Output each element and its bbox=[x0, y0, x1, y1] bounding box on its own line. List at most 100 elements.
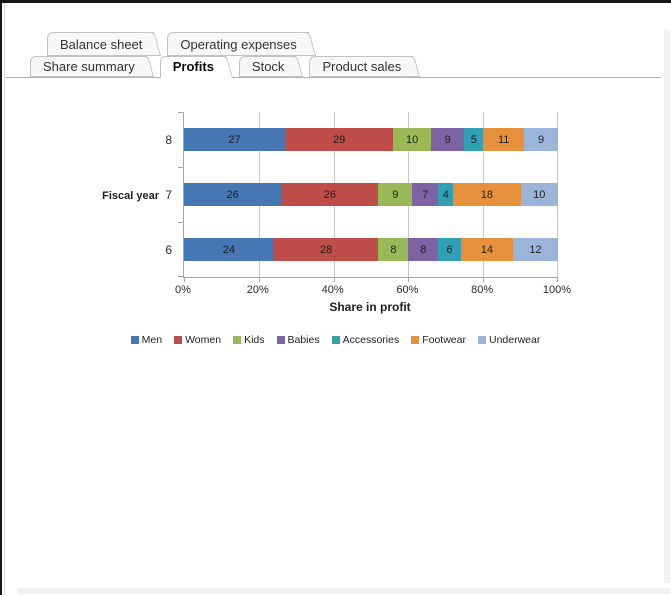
bar-value-label: 9 bbox=[538, 133, 545, 146]
vertical-scrollbar[interactable] bbox=[664, 30, 670, 583]
x-axis-tick bbox=[333, 278, 335, 282]
bar-segment-accessories: 5 bbox=[464, 128, 484, 151]
stacked-bar-row: 26 26 9 7 4 18 10 bbox=[184, 183, 558, 206]
x-axis-tick bbox=[258, 278, 260, 282]
bar-segment-women: 26 bbox=[281, 183, 379, 206]
y-axis-tick bbox=[178, 276, 183, 277]
bar-segment-underwear: 12 bbox=[513, 238, 558, 261]
bar-segment-men: 24 bbox=[184, 238, 274, 261]
legend-label: Footwear bbox=[422, 334, 466, 346]
y-axis-tick bbox=[178, 167, 183, 168]
bar-segment-men: 26 bbox=[184, 183, 282, 206]
bar-segment-underwear: 9 bbox=[524, 128, 558, 151]
tab-bar-underline bbox=[5, 77, 661, 78]
chart-legend: Men Women Kids Babies Accessories Footwear Und… bbox=[0, 334, 671, 346]
x-axis-tick-label: 60% bbox=[396, 284, 419, 296]
bar-segment-kids: 9 bbox=[378, 183, 413, 206]
tab-label: Share summary bbox=[43, 59, 135, 74]
legend-label: Accessories bbox=[342, 334, 400, 346]
bar-value-label: 12 bbox=[529, 243, 542, 256]
legend-item-men: Men bbox=[130, 334, 163, 346]
legend-item-accessories: Accessories bbox=[331, 334, 400, 346]
tab-product-sales[interactable]: Product sales bbox=[309, 56, 423, 77]
bar-value-label: 6 bbox=[446, 243, 453, 256]
window-left-border bbox=[0, 0, 2, 595]
bar-segment-babies: 9 bbox=[430, 128, 465, 151]
bar-segment-accessories: 6 bbox=[438, 238, 461, 261]
bar-value-label: 26 bbox=[226, 188, 239, 201]
bar-segment-footwear: 11 bbox=[483, 128, 525, 151]
legend-swatch bbox=[233, 336, 242, 344]
legend-label: Underwear bbox=[489, 334, 541, 346]
bar-value-label: 7 bbox=[422, 188, 429, 201]
bar-segment-accessories: 4 bbox=[438, 183, 454, 206]
tab-operating-expenses[interactable]: Operating expenses bbox=[167, 32, 318, 56]
tab-bar-primary: Share summary Profits Stock Product sales bbox=[30, 56, 426, 78]
bar-segment-babies: 8 bbox=[408, 238, 439, 261]
bar-value-label: 9 bbox=[392, 188, 399, 201]
y-axis-tick bbox=[178, 112, 183, 113]
x-axis-tick-label: 0% bbox=[175, 284, 191, 296]
bar-value-label: 27 bbox=[228, 133, 241, 146]
window-top-border bbox=[0, 0, 671, 3]
tab-label: Profits bbox=[172, 59, 214, 74]
x-axis-tick bbox=[408, 278, 410, 282]
legend-label: Women bbox=[185, 334, 222, 346]
x-axis-tick-labels: 0% 20% 40% 60% 80% 100% bbox=[175, 284, 571, 298]
bar-value-label: 9 bbox=[444, 133, 451, 146]
legend-label: Babies bbox=[287, 334, 320, 346]
legend-swatch bbox=[276, 336, 285, 344]
tab-stock[interactable]: Stock bbox=[238, 56, 307, 77]
bar-segment-kids: 10 bbox=[393, 128, 431, 151]
x-axis-tick-label: 100% bbox=[542, 284, 572, 296]
category-band: 27 29 10 9 5 11 9 bbox=[184, 112, 558, 167]
y-axis-category-label: 6 bbox=[165, 242, 172, 257]
x-axis-tick-label: 80% bbox=[471, 284, 494, 296]
horizontal-scrollbar[interactable] bbox=[18, 588, 671, 594]
legend-swatch bbox=[130, 336, 139, 344]
x-axis-tick-label: 40% bbox=[321, 284, 344, 296]
tab-share-summary[interactable]: Share summary bbox=[30, 56, 157, 77]
x-axis-tick-label: 20% bbox=[246, 284, 269, 296]
legend-swatch bbox=[411, 336, 420, 344]
tab-label: Stock bbox=[251, 59, 285, 74]
bar-value-label: 11 bbox=[498, 133, 510, 146]
y-axis-category-labels: 8 7 6 bbox=[142, 112, 172, 277]
bar-value-label: 8 bbox=[390, 243, 397, 256]
bar-segment-footwear: 18 bbox=[453, 183, 521, 206]
x-axis-tick bbox=[483, 278, 485, 282]
bar-value-label: 26 bbox=[323, 188, 336, 201]
stacked-bar-row: 24 28 8 8 6 14 12 bbox=[184, 238, 558, 261]
bar-value-label: 24 bbox=[222, 243, 235, 256]
tab-profits[interactable]: Profits bbox=[159, 56, 236, 78]
bar-value-label: 29 bbox=[333, 133, 346, 146]
legend-label: Men bbox=[141, 334, 163, 346]
tab-balance-sheet[interactable]: Balance sheet bbox=[47, 32, 164, 56]
bar-value-label: 10 bbox=[405, 133, 419, 146]
bar-segment-underwear: 10 bbox=[520, 183, 558, 206]
bar-value-label: 10 bbox=[533, 188, 546, 201]
legend-swatch bbox=[478, 336, 486, 344]
category-band: 26 26 9 7 4 18 10 bbox=[184, 167, 558, 222]
bar-value-label: 5 bbox=[470, 133, 477, 146]
bar-segment-footwear: 14 bbox=[460, 238, 514, 261]
x-axis-title: Share in profit bbox=[329, 300, 411, 314]
bar-segment-women: 28 bbox=[273, 238, 379, 261]
x-axis-tick bbox=[557, 278, 558, 282]
y-axis-category-label: 7 bbox=[165, 187, 172, 202]
tab-label: Product sales bbox=[322, 59, 402, 74]
x-axis-tick bbox=[184, 278, 185, 282]
legend-item-underwear: Underwear bbox=[478, 334, 540, 346]
bar-value-label: 28 bbox=[319, 243, 333, 256]
legend-item-babies: Babies bbox=[276, 334, 320, 346]
content-left-divider bbox=[4, 3, 5, 595]
legend-swatch bbox=[174, 336, 183, 344]
bar-value-label: 18 bbox=[480, 188, 494, 201]
plot-area: 27 29 10 9 5 11 9 26 26 9 7 4 18 10 24 28 8 8 6 14 12 bbox=[178, 112, 558, 282]
tab-label: Operating expenses bbox=[180, 36, 297, 52]
bar-segment-men: 27 bbox=[184, 128, 285, 151]
bar-value-label: 8 bbox=[420, 243, 427, 256]
legend-item-women: Women bbox=[174, 334, 221, 346]
